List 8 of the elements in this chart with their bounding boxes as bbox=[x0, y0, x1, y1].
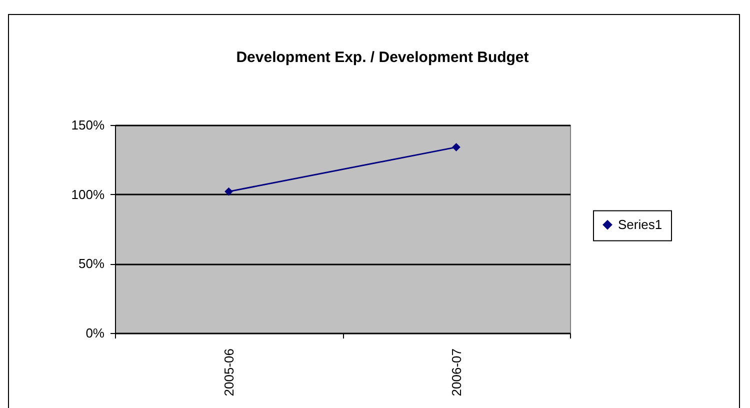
y-tick-label: 150% bbox=[71, 118, 105, 132]
x-tick-label: 2006-07 bbox=[448, 348, 464, 396]
y-tick-label: 50% bbox=[78, 256, 105, 272]
y-tick-label: 100% bbox=[71, 186, 105, 202]
legend-label: Series1 bbox=[618, 216, 662, 232]
y-tick-label: 0% bbox=[86, 326, 105, 340]
x-tick-label: 2005-06 bbox=[221, 348, 236, 396]
chart-title: Development Exp. / Development Budget bbox=[236, 49, 529, 66]
